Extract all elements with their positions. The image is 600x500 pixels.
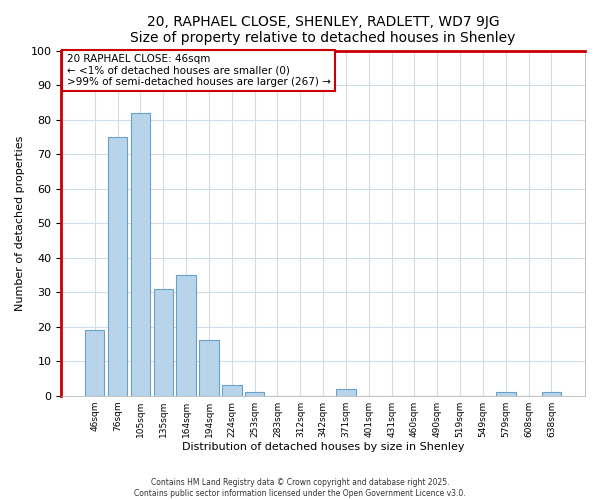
Title: 20, RAPHAEL CLOSE, SHENLEY, RADLETT, WD7 9JG
Size of property relative to detach: 20, RAPHAEL CLOSE, SHENLEY, RADLETT, WD7…: [130, 15, 516, 45]
Bar: [131, 112, 150, 396]
Bar: [496, 392, 515, 396]
Bar: [154, 288, 173, 396]
X-axis label: Distribution of detached houses by size in Shenley: Distribution of detached houses by size …: [182, 442, 464, 452]
Bar: [85, 330, 104, 396]
Bar: [199, 340, 218, 396]
Bar: [176, 275, 196, 396]
Bar: [245, 392, 265, 396]
Bar: [542, 392, 561, 396]
Y-axis label: Number of detached properties: Number of detached properties: [15, 136, 25, 311]
Bar: [336, 389, 356, 396]
Bar: [108, 137, 127, 396]
Text: 20 RAPHAEL CLOSE: 46sqm
← <1% of detached houses are smaller (0)
>99% of semi-de: 20 RAPHAEL CLOSE: 46sqm ← <1% of detache…: [67, 54, 331, 87]
Bar: [222, 386, 242, 396]
Text: Contains HM Land Registry data © Crown copyright and database right 2025.
Contai: Contains HM Land Registry data © Crown c…: [134, 478, 466, 498]
